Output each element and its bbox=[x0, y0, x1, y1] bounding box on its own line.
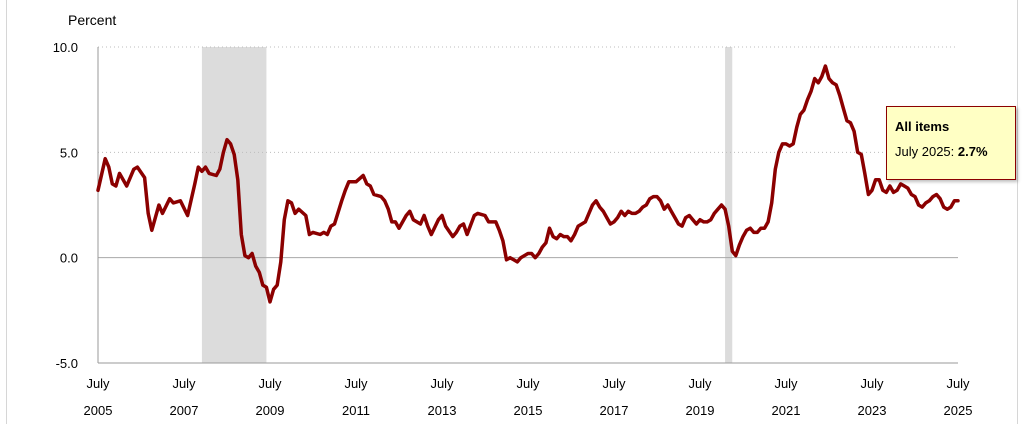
recession-band-2 bbox=[725, 47, 733, 363]
x-tick-year: 2021 bbox=[772, 403, 801, 418]
x-tick-year: 2023 bbox=[858, 403, 887, 418]
x-tick-month: July bbox=[602, 376, 626, 391]
x-tick-year: 2013 bbox=[428, 403, 457, 418]
x-tick-month: July bbox=[344, 376, 368, 391]
x-tick-month: July bbox=[774, 376, 798, 391]
data-tooltip: All items July 2025: 2.7% bbox=[886, 106, 1016, 180]
x-tick-labels: July 2005 July 2007 July 2009 July 2011 July 2013… bbox=[84, 376, 973, 418]
series-line-all-items[interactable] bbox=[96, 64, 960, 304]
tooltip-label: July 2025: bbox=[895, 144, 958, 159]
x-tick-month: July bbox=[860, 376, 884, 391]
chart-frame bbox=[6, 0, 1018, 424]
x-tick-month: July bbox=[258, 376, 282, 391]
tooltip-value: 2.7% bbox=[957, 144, 988, 159]
x-tick-year: 2019 bbox=[686, 403, 715, 418]
x-tick-year: 2025 bbox=[944, 403, 973, 418]
x-tick-month: July bbox=[946, 376, 970, 391]
axes bbox=[97, 47, 958, 364]
x-tick-month: July bbox=[688, 376, 712, 391]
tooltip-line: July 2025: 2.7% bbox=[895, 144, 1015, 159]
tooltip-title: All items bbox=[895, 119, 950, 134]
y-axis-unit-label: Percent bbox=[68, 12, 116, 28]
x-tick-month: July bbox=[430, 376, 454, 391]
x-tick-month: July bbox=[172, 376, 196, 391]
y-tick-labels: 10.0 5.0 0.0 -5.0 bbox=[53, 40, 78, 371]
recession-band-1 bbox=[201, 47, 267, 363]
y-tick-label: -5.0 bbox=[56, 356, 78, 371]
x-tick-year: 2011 bbox=[342, 403, 370, 418]
y-tick-label: 5.0 bbox=[60, 145, 78, 160]
y-tick-label: 10.0 bbox=[53, 40, 78, 55]
x-tick-year: 2005 bbox=[84, 403, 113, 418]
recession-bands bbox=[201, 47, 733, 363]
x-tick-year: 2009 bbox=[256, 403, 285, 418]
x-tick-year: 2017 bbox=[600, 403, 629, 418]
x-tick-month: July bbox=[86, 376, 110, 391]
grid-lines bbox=[98, 46, 958, 259]
x-tick-month: July bbox=[516, 376, 540, 391]
x-tick-year: 2007 bbox=[170, 403, 199, 418]
y-tick-label: 0.0 bbox=[60, 251, 78, 266]
x-tick-year: 2015 bbox=[514, 403, 543, 418]
